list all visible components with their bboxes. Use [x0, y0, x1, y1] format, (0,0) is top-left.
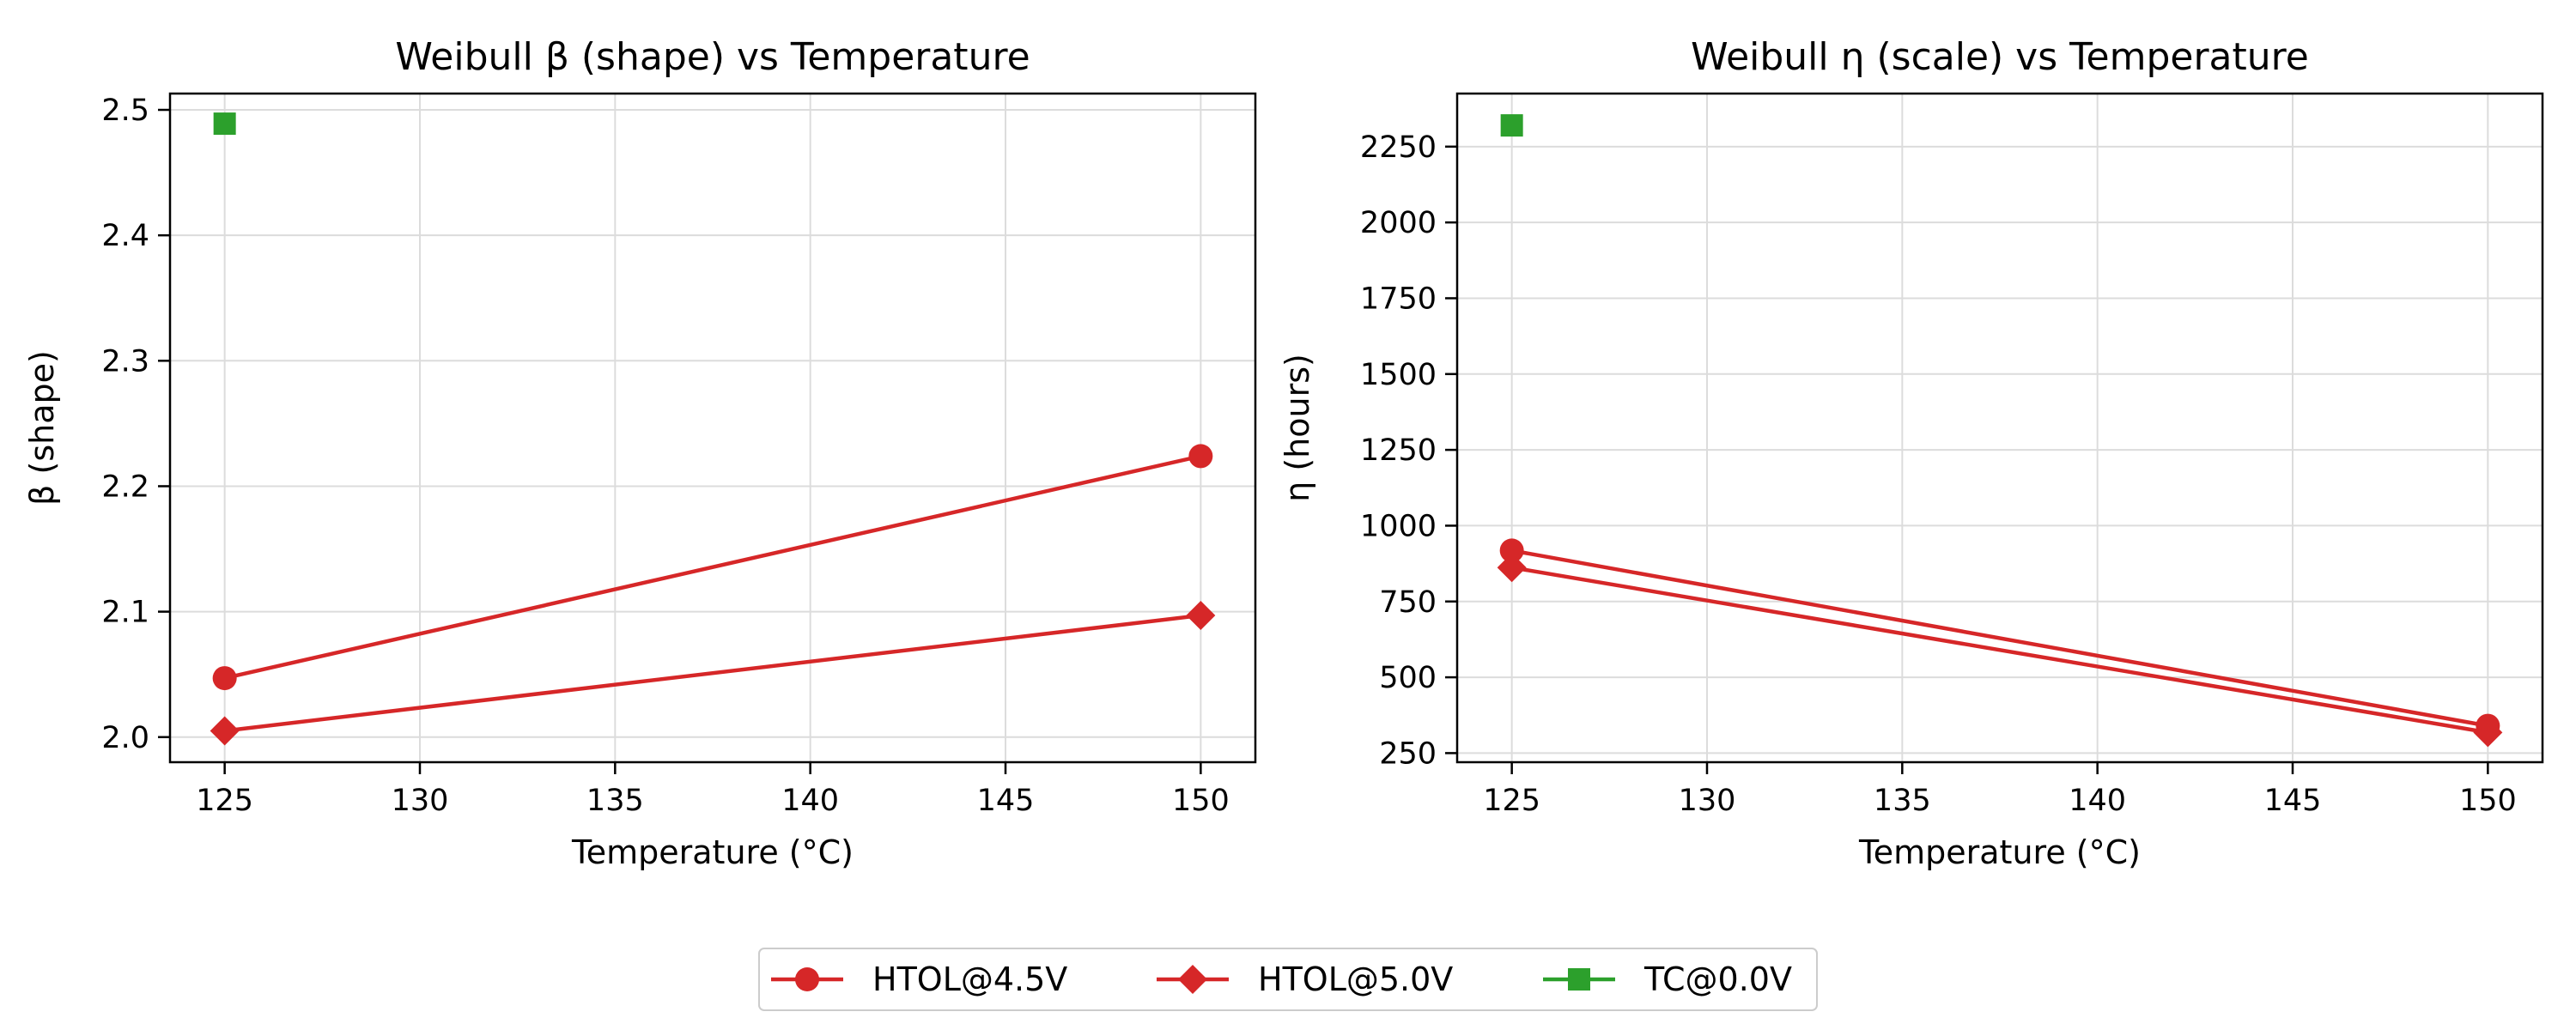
x-tick-label: 150: [1172, 784, 1230, 818]
legend-label: HTOL@4.5V: [872, 960, 1067, 998]
data-point: [1188, 444, 1213, 469]
legend-label: TC@0.0V: [1643, 960, 1792, 998]
legend: HTOL@4.5V HTOL@5.0V TC@0.0V: [758, 948, 1818, 1011]
legend-marker: [1178, 965, 1207, 994]
axes-frame: [168, 92, 1257, 764]
chart-title: Weibull β (shape) vs Temperature: [395, 35, 1030, 79]
y-tick-label: 1000: [1360, 509, 1437, 543]
y-tick-label: 2000: [1360, 206, 1437, 240]
legend-box: [758, 948, 1818, 1011]
x-axis-label: Temperature (°C): [1858, 833, 2141, 871]
y-tick-label: 250: [1379, 736, 1437, 771]
legend-item: HTOL@5.0V: [1157, 960, 1453, 998]
y-tick-label: 1250: [1360, 433, 1437, 468]
series-line: [1511, 565, 2488, 735]
y-tick-label: 1750: [1360, 282, 1437, 316]
chart-eta-vs-temperature: 125 130 135 140 145 150 250 500 750 1000 1250 1500 1…: [1279, 35, 2544, 871]
data-point: [1497, 553, 1527, 583]
data-point: [1186, 601, 1216, 630]
y-tick-label: 2250: [1360, 130, 1437, 165]
y-tick-label: 500: [1379, 661, 1437, 695]
legend-marker: [1568, 968, 1590, 991]
legend-item: HTOL@4.5V: [771, 960, 1067, 998]
x-tick-label: 125: [1483, 784, 1540, 818]
x-tick-label: 150: [2459, 784, 2517, 818]
y-axis-label: η (hours): [1279, 354, 1316, 502]
x-tick-label: 135: [586, 784, 644, 818]
data-point: [1499, 538, 1524, 563]
x-tick-label: 145: [977, 784, 1035, 818]
legend-item: TC@0.0V: [1543, 960, 1792, 998]
data-point: [210, 716, 240, 746]
data-point: [1500, 114, 1523, 137]
data-point: [2473, 718, 2503, 748]
x-tick-label: 140: [781, 784, 839, 818]
y-tick-label: 2.3: [101, 344, 149, 379]
y-tick-label: 2.4: [101, 219, 149, 253]
data-point: [212, 666, 237, 691]
y-tick-label: 2.0: [101, 721, 149, 755]
x-tick-label: 140: [2069, 784, 2126, 818]
y-tick-label: 750: [1379, 585, 1437, 620]
chart-title: Weibull η (scale) vs Temperature: [1691, 35, 2309, 79]
x-tick-label: 145: [2264, 784, 2322, 818]
legend-label: HTOL@5.0V: [1258, 960, 1453, 998]
x-tick-label: 125: [196, 784, 253, 818]
y-tick-label: 1500: [1360, 358, 1437, 392]
y-tick-label: 2.2: [101, 470, 149, 504]
legend-marker: [795, 967, 819, 991]
y-tick-label: 2.1: [101, 596, 149, 630]
y-tick-label: 2.5: [101, 94, 149, 128]
x-axis-label: Temperature (°C): [571, 833, 854, 871]
series-line: [224, 613, 1201, 733]
x-tick-label: 130: [392, 784, 449, 818]
axes-frame: [1455, 92, 2544, 764]
x-tick-label: 135: [1874, 784, 1931, 818]
y-axis-label: β (shape): [23, 350, 61, 506]
series-line: [224, 454, 1201, 681]
data-point: [213, 112, 236, 136]
chart-beta-vs-temperature: 125 130 135 140 145 150 2.0 2.1 2.2 2.3 2.4 2.5 Weib…: [23, 35, 1257, 871]
x-tick-label: 130: [1679, 784, 1736, 818]
series-line: [1511, 548, 2488, 728]
